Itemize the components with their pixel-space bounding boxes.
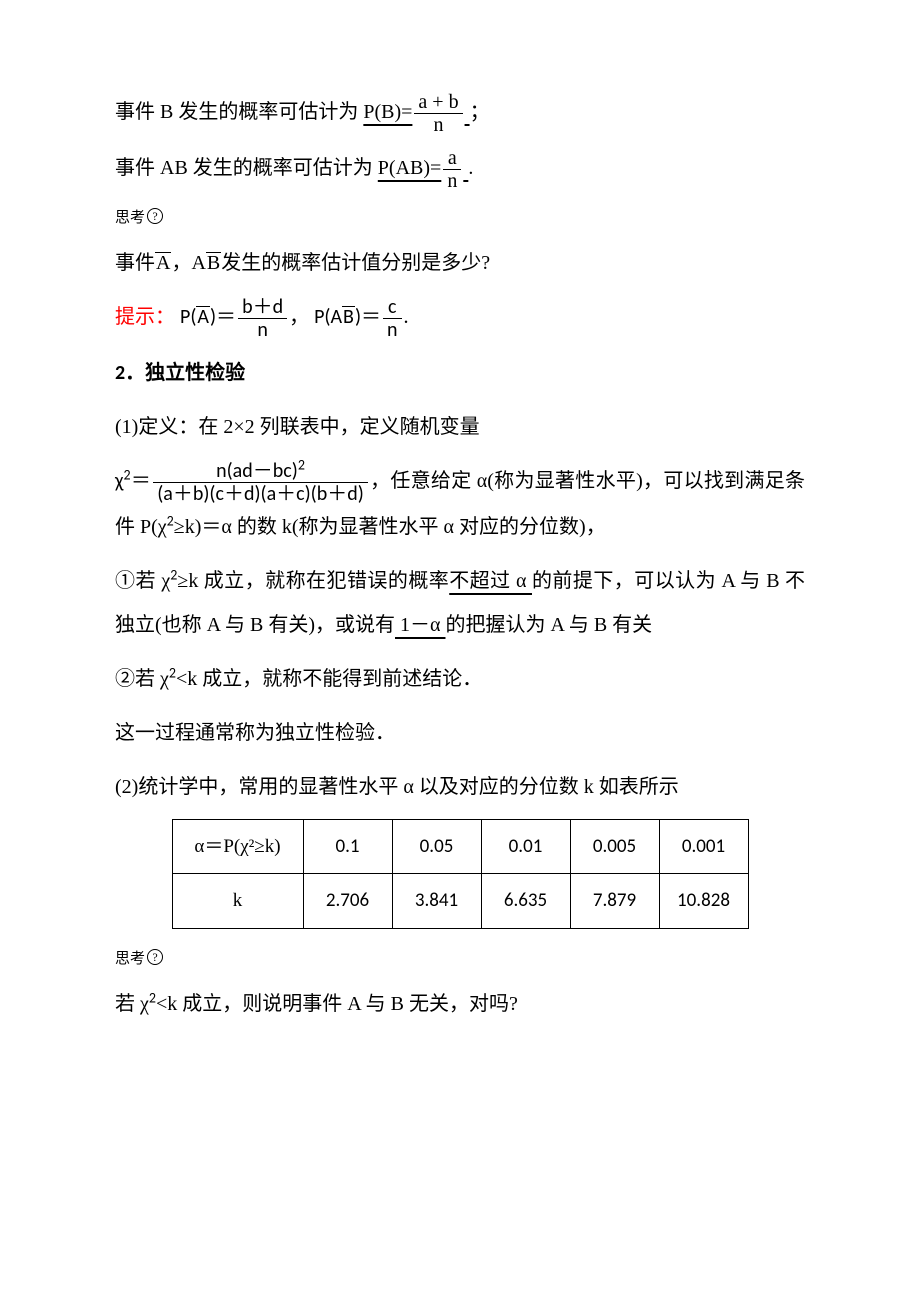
fraction: b＋dn [238, 296, 287, 341]
underline: 不超过 α [449, 570, 532, 592]
comma: ， [289, 306, 309, 328]
b-bar: B [206, 252, 221, 273]
document-page: 事件 B 发生的概率可估计为 P(B)=a + bn ； 事件 AB 发生的概率… [0, 0, 920, 1302]
prob-ab-line: 事件 AB 发生的概率可估计为 P(AB)=an . [115, 146, 805, 192]
alpha-cell: 0.005 [570, 819, 659, 874]
k-header: k [172, 874, 303, 929]
punct: ； [470, 101, 490, 123]
chi: χ [115, 469, 124, 493]
text: ≥k 成立，就称在犯错误的概率 [177, 570, 449, 592]
k-cell: 2.706 [303, 874, 392, 929]
b-bar: B [342, 306, 355, 327]
prob-b-line: 事件 B 发生的概率可估计为 P(B)=a + bn ； [115, 90, 805, 136]
numerator: a + b [414, 91, 462, 113]
title: ．独立性检验 [125, 362, 245, 384]
k-cell: 3.841 [392, 874, 481, 929]
text: 事件 [115, 252, 155, 274]
item-2: ②若 χ2<k 成立，就称不能得到前述结论． [115, 657, 805, 701]
sup2: 2 [149, 990, 156, 1007]
text: 若 χ [115, 993, 149, 1015]
conclusion: 这一过程通常称为独立性检验． [115, 711, 805, 755]
pa-rhs: )＝ [210, 305, 236, 329]
k-cell: 7.879 [570, 874, 659, 929]
pb-label: P(B)= [363, 101, 412, 123]
def-2: (2)统计学中，常用的显著性水平 α 以及对应的分位数 k 如表所示 [115, 765, 805, 809]
alpha-cell: 0.01 [481, 819, 570, 874]
definition-intro: (1)定义：在 2×2 列联表中，定义随机变量 [115, 405, 805, 449]
denominator: (a＋b)(c＋d)(a＋c)(b＋d) [153, 482, 368, 505]
pab-lhs: P(A [314, 305, 342, 329]
text: (2)统计学中，常用的显著性水平 α 以及对应的分位数 k 如表所示 [115, 776, 679, 798]
sup2: 2 [124, 466, 131, 483]
eq: ＝ [131, 469, 152, 493]
text: 这一过程通常称为独立性检验． [115, 722, 395, 744]
denominator: n [383, 318, 402, 341]
text: <k 成立，则说明事件 A 与 B 无关，对吗? [156, 993, 518, 1015]
a-bar: A [196, 306, 210, 327]
table-row: k 2.706 3.841 6.635 7.879 10.828 [172, 874, 748, 929]
text: 事件 B 发生的概率可估计为 [115, 101, 358, 123]
tip-label: 提示： [115, 306, 175, 328]
sup2: 2 [169, 664, 176, 681]
pab-label: P(AB)= [378, 157, 442, 179]
text: <k 成立，就称不能得到前述结论． [176, 668, 482, 690]
item-1: ①若 χ2≥k 成立，就称在犯错误的概率不超过 α 的前提下，可以认为 A 与 … [115, 559, 805, 647]
alpha-cell: 0.001 [659, 819, 748, 874]
chi2-formula-line: χ2＝n(ad－bc)2(a＋b)(c＋d)(a＋c)(b＋d)，任意给定 α(… [115, 459, 805, 549]
numerator: a [443, 147, 461, 169]
think-label: 思考? [115, 202, 805, 235]
fraction: an [443, 147, 461, 192]
pa-lhs: P( [180, 305, 196, 329]
period: . [404, 305, 409, 329]
alpha-cell: 0.05 [392, 819, 481, 874]
question-last: 若 χ2<k 成立，则说明事件 A 与 B 无关，对吗? [115, 982, 805, 1026]
numerator: n(ad－bc)2 [153, 460, 368, 482]
denominator: n [414, 113, 462, 136]
k-cell: 6.635 [481, 874, 570, 929]
hint-line: 提示： P(A)＝b＋dn， P(AB)＝cn. [115, 295, 805, 341]
a-bar: A [155, 252, 171, 273]
num: 2 [115, 361, 125, 385]
fraction: cn [383, 296, 402, 341]
pab-rhs: )＝ [355, 305, 381, 329]
underline: 1－α [395, 614, 445, 636]
numerator: c [383, 296, 402, 318]
denominator: n [238, 318, 287, 341]
question-abar: 事件A，AB发生的概率估计值分别是多少? [115, 241, 805, 285]
numerator: b＋d [238, 296, 287, 318]
k-cell: 10.828 [659, 874, 748, 929]
text: ②若 χ [115, 668, 169, 690]
denominator: n [443, 169, 461, 192]
alpha-cell: 0.1 [303, 819, 392, 874]
sup2: 2 [167, 512, 174, 529]
section-2-title: 2．独立性检验 [115, 351, 805, 395]
text: 事件 AB 发生的概率可估计为 [115, 157, 373, 179]
chi2-fraction: n(ad－bc)2(a＋b)(c＋d)(a＋c)(b＋d) [153, 460, 368, 505]
underlined-formula: P(B)=a + bn [363, 101, 469, 123]
think-text: 思考 [115, 210, 145, 226]
text: (1)定义：在 2×2 列联表中，定义随机变量 [115, 416, 480, 438]
table-row: α＝P(χ²≥k) 0.1 0.05 0.01 0.005 0.001 [172, 819, 748, 874]
underlined-formula: P(AB)=an [378, 157, 469, 179]
punct: . [468, 157, 473, 179]
fraction: a + bn [414, 91, 462, 136]
think-label: 思考? [115, 943, 805, 976]
text: 发生的概率估计值分别是多少? [221, 252, 490, 274]
question-icon: ? [147, 208, 163, 224]
text: 的把握认为 A 与 B 有关 [445, 614, 652, 636]
question-icon: ? [147, 949, 163, 965]
alpha-k-table: α＝P(χ²≥k) 0.1 0.05 0.01 0.005 0.001 k 2.… [172, 819, 749, 930]
text: ≥k)＝α 的数 k(称为显著性水平 α 对应的分位数)， [174, 516, 606, 538]
think-text: 思考 [115, 951, 145, 967]
alpha-header: α＝P(χ²≥k) [172, 819, 303, 874]
text: ，A [171, 252, 205, 274]
text: ①若 χ [115, 570, 170, 592]
